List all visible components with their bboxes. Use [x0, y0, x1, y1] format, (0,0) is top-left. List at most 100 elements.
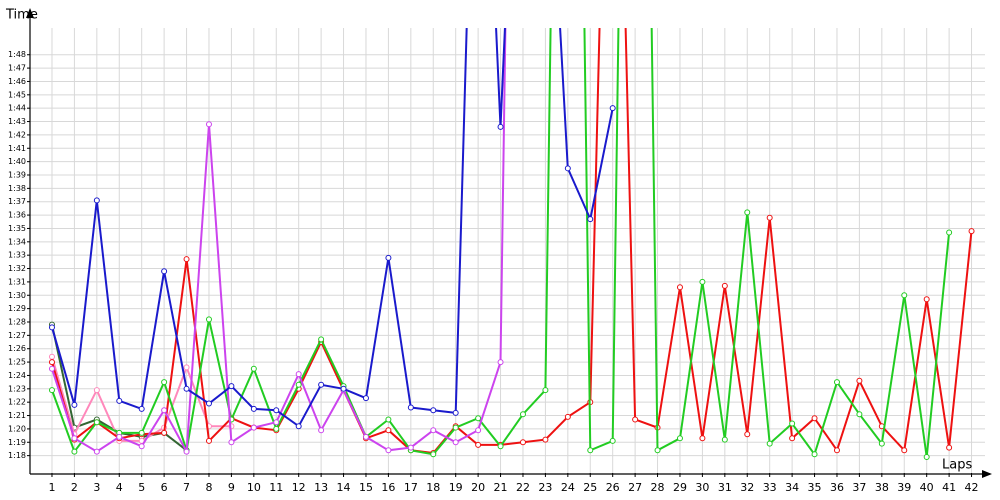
x-tick-label: 12 [292, 481, 306, 494]
point [676, 284, 683, 291]
point [385, 254, 392, 261]
y-tick-label: 1:32 [8, 264, 26, 273]
point [48, 353, 55, 360]
y-tick-label: 1:31 [8, 277, 26, 286]
x-tick-label: 25 [583, 481, 597, 494]
point [632, 416, 639, 423]
x-tick-label: 21 [494, 481, 508, 494]
y-tick-label: 1:19 [8, 438, 26, 447]
point [362, 395, 369, 402]
point [250, 424, 257, 431]
point [295, 423, 302, 430]
point [856, 411, 863, 418]
point [138, 405, 145, 412]
y-tick-label: 1:48 [8, 50, 26, 59]
x-tick-label: 40 [920, 481, 934, 494]
point [430, 451, 437, 458]
point [340, 385, 347, 392]
point [318, 336, 325, 343]
x-tick-label: 19 [449, 481, 463, 494]
y-tick-label: 1:34 [8, 237, 26, 246]
x-tick-label: 37 [852, 481, 866, 494]
point [699, 278, 706, 285]
point [475, 415, 482, 422]
x-tick-label: 2 [71, 481, 78, 494]
point [878, 440, 885, 447]
x-tick-label: 11 [269, 481, 283, 494]
point [228, 439, 235, 446]
point [385, 427, 392, 434]
point [475, 427, 482, 434]
x-tick-label: 9 [228, 481, 235, 494]
point [93, 387, 100, 394]
x-tick-label: 38 [875, 481, 889, 494]
y-tick-label: 1:39 [8, 170, 26, 179]
y-tick-label: 1:35 [8, 224, 26, 233]
point [699, 435, 706, 442]
point [385, 416, 392, 423]
x-tick-label: 34 [785, 481, 799, 494]
x-tick-label: 41 [942, 481, 956, 494]
y-tick-label: 1:41 [8, 144, 26, 153]
x-tick-label: 16 [381, 481, 395, 494]
point [744, 431, 751, 438]
point [542, 436, 549, 443]
point [71, 448, 78, 455]
point [430, 407, 437, 414]
point [138, 429, 145, 436]
y-tick-label: 1:46 [8, 77, 26, 86]
point [48, 365, 55, 372]
y-tick-label: 1:21 [8, 411, 26, 420]
y-tick-label: 1:25 [8, 358, 26, 367]
point [497, 443, 504, 450]
y-tick-label: 1:23 [8, 384, 26, 393]
point [676, 435, 683, 442]
x-tick-label: 28 [651, 481, 665, 494]
x-tick-label: 27 [628, 481, 642, 494]
point [385, 447, 392, 454]
x-tick-label: 5 [138, 481, 145, 494]
x-tick-label: 23 [538, 481, 552, 494]
point [452, 409, 459, 416]
y-tick-label: 1:36 [8, 211, 26, 220]
point [789, 435, 796, 442]
point [519, 411, 526, 418]
x-tick-label: 39 [897, 481, 911, 494]
point [318, 427, 325, 434]
point [362, 433, 369, 440]
point [93, 419, 100, 426]
x-tick-label: 17 [404, 481, 418, 494]
point [228, 383, 235, 390]
point [721, 436, 728, 443]
x-tick-label: 10 [247, 481, 261, 494]
point [183, 385, 190, 392]
point [116, 397, 123, 404]
y-tick-label: 1:43 [8, 117, 26, 126]
point [946, 229, 953, 236]
point [295, 371, 302, 378]
point [789, 420, 796, 427]
series-line [51, 28, 973, 455]
point [811, 451, 818, 458]
point [833, 447, 840, 454]
point [923, 296, 930, 303]
point [901, 292, 908, 299]
y-axis-arrow [26, 8, 34, 18]
x-tick-label: 20 [471, 481, 485, 494]
y-tick-label: 1:44 [8, 104, 26, 113]
x-tick-label: 42 [965, 481, 979, 494]
y-tick-label: 1:28 [8, 317, 26, 326]
point [273, 407, 280, 414]
x-tick-label: 8 [205, 481, 212, 494]
y-tick-label: 1:29 [8, 304, 26, 313]
point [901, 447, 908, 454]
point [71, 435, 78, 442]
point [48, 387, 55, 394]
x-tick-label: 13 [314, 481, 328, 494]
x-axis-arrow [982, 470, 992, 478]
point [968, 228, 975, 235]
x-tick-label: 4 [116, 481, 123, 494]
x-tick-label: 22 [516, 481, 530, 494]
point [250, 405, 257, 412]
point [161, 407, 168, 414]
